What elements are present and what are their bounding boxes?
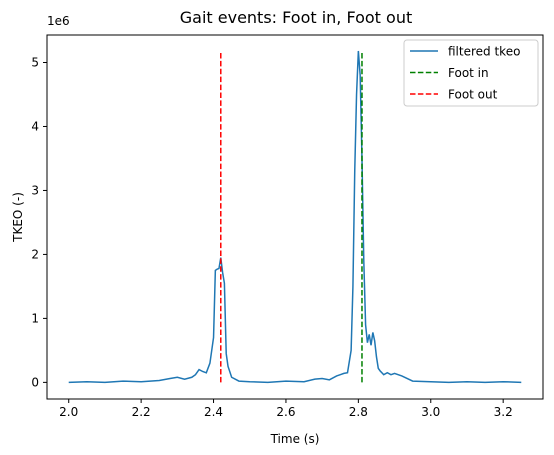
y-tick-label: 2 [31,247,39,261]
x-axis: 2.0 2.2 2.4 2.6 2.8 3.0 3.2 [59,399,513,419]
x-tick-label: 2.8 [349,405,368,419]
x-tick-label: 2.4 [204,405,223,419]
x-tick-label: 3.2 [494,405,513,419]
chart-title: Gait events: Foot in, Foot out [180,8,413,27]
series-line-1 [68,50,522,384]
y-tick-label: 0 [31,375,39,389]
legend-label-1: filtered tkeo [448,45,520,59]
y-axis-label: TKEO (-) [11,192,25,243]
y-tick-label: 4 [31,119,39,133]
legend: filtered tkeo Foot in Foot out [403,39,539,107]
plot-frame [46,34,544,400]
legend-box [403,39,539,107]
y-tick-label: 5 [31,56,39,70]
y-tick-label: 1 [31,311,39,325]
y-offset-label: 1e6 [47,14,70,28]
legend-label-2: Foot in [448,66,489,80]
x-tick-label: 2.2 [132,405,151,419]
x-axis-label: Time (s) [270,432,320,446]
legend-label-3: Foot out [448,88,498,102]
y-axis: 0 1 2 3 4 5 [31,56,47,389]
y-tick-label: 3 [31,183,39,197]
plot-area [68,50,522,384]
x-tick-label: 2.0 [59,405,78,419]
x-tick-label: 3.0 [421,405,440,419]
x-tick-label: 2.6 [276,405,295,419]
